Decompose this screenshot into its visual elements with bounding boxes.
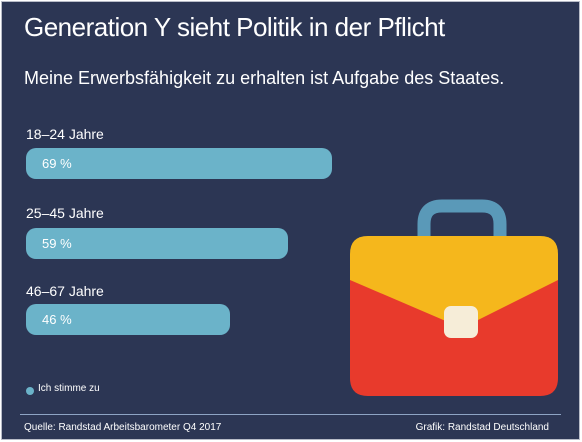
bar-value-label: 59 % [42, 236, 72, 251]
chart-subtitle: Meine Erwerbsfähigkeit zu erhalten ist A… [24, 68, 505, 88]
graphic-credit: Grafik: Randstad Deutschland [415, 422, 549, 433]
bar [26, 148, 332, 179]
footer-divider [20, 414, 561, 415]
chart-title: Generation Y sieht Politik in der Pflich… [24, 12, 445, 42]
bar [26, 304, 230, 335]
source-note: Quelle: Randstad Arbeitsbarometer Q4 201… [24, 422, 222, 433]
category-label: 25–45 Jahre [26, 205, 104, 221]
bar-value-label: 69 % [42, 156, 72, 171]
briefcase-icon [350, 199, 558, 396]
briefcase-top [350, 236, 558, 328]
briefcase-clasp [444, 306, 478, 338]
legend-label: Ich stimme zu [38, 383, 100, 394]
bar-value-label: 46 % [42, 312, 72, 327]
briefcase-handle [417, 199, 507, 255]
bar [26, 228, 288, 259]
category-label: 18–24 Jahre [26, 126, 104, 142]
legend-swatch [26, 387, 34, 395]
category-label: 46–67 Jahre [26, 283, 104, 299]
